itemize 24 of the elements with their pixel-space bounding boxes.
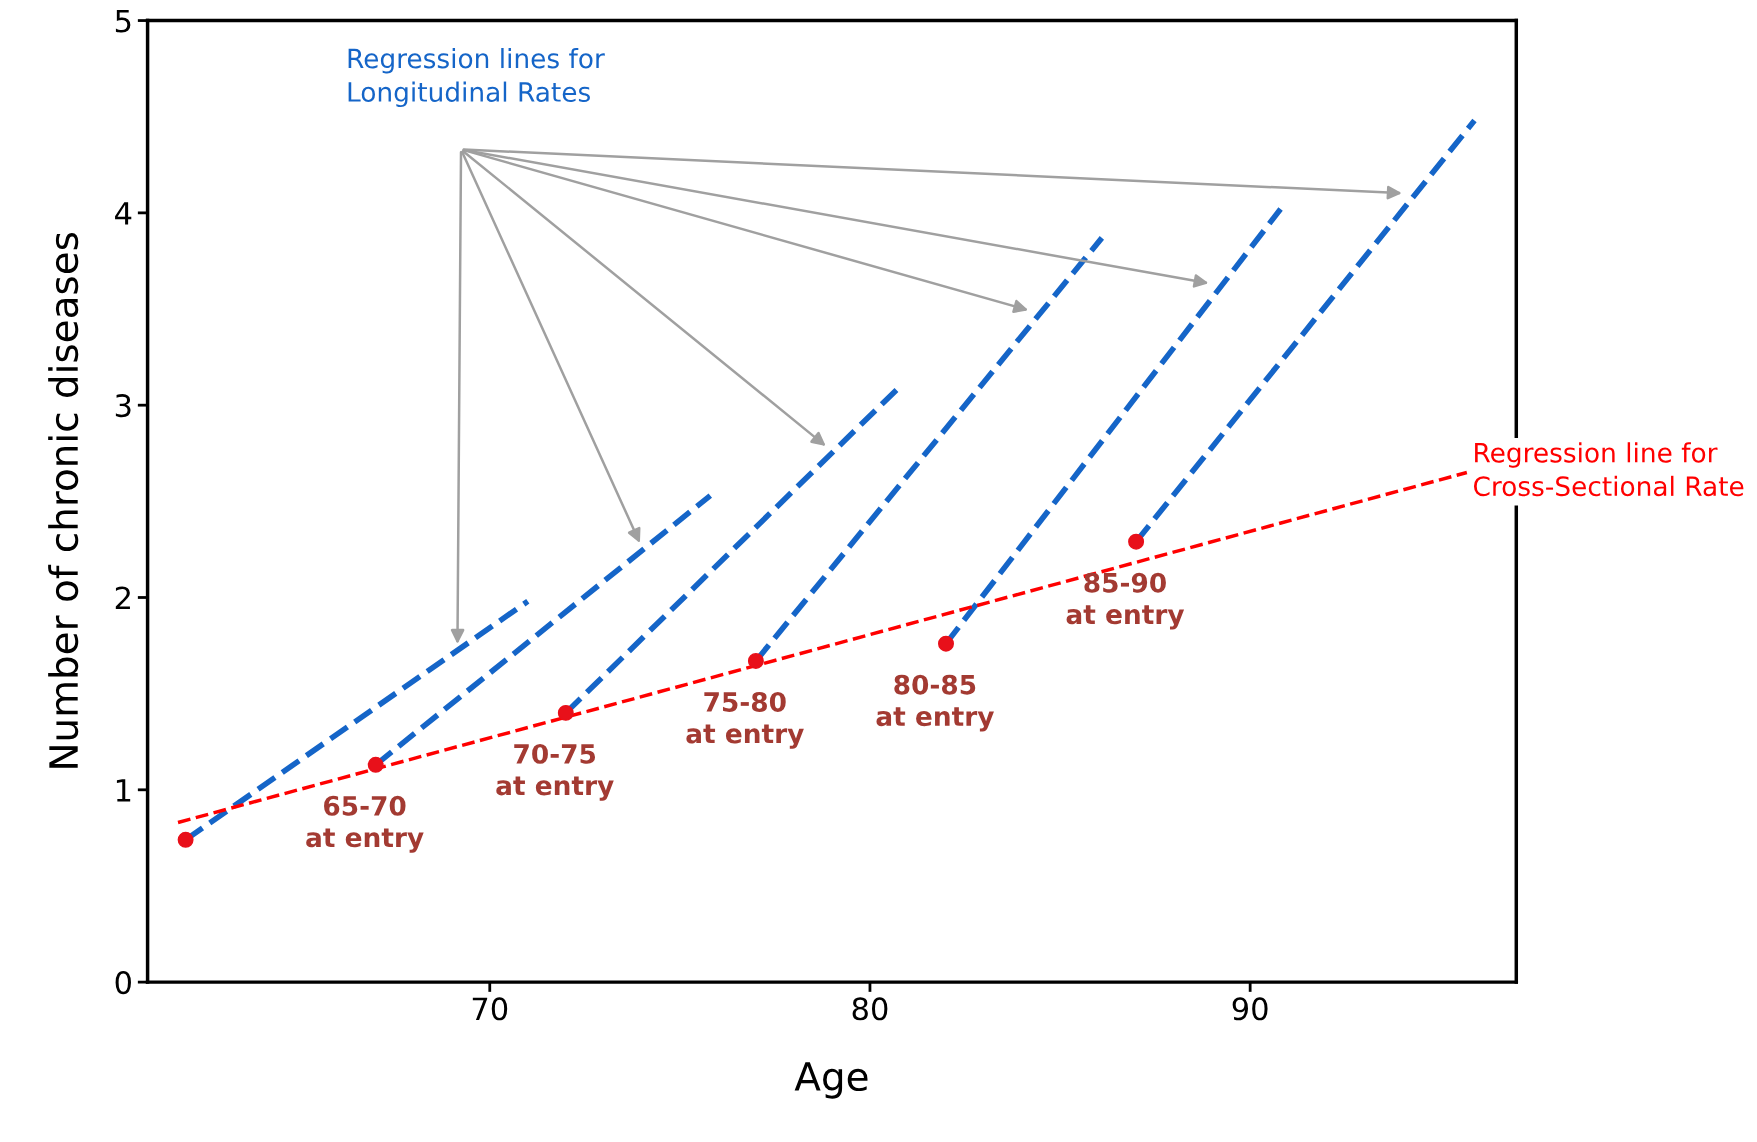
point bbox=[938, 635, 954, 652]
point bbox=[1128, 533, 1145, 550]
y-tick-label: 3 bbox=[115, 394, 131, 418]
annotation: 85-90 at entry bbox=[1066, 572, 1185, 630]
point bbox=[557, 704, 574, 721]
annotation: Regression line for Cross-Sectional Rate bbox=[1473, 442, 1744, 497]
annotation: 80-85 at entry bbox=[876, 674, 994, 732]
x-tick-label: 90 bbox=[1232, 997, 1268, 1021]
annotation: Regression lines for Longitudinal Rates bbox=[348, 48, 605, 108]
annotation: 70-75 at entry bbox=[496, 743, 614, 801]
x-tick-label: 80 bbox=[852, 997, 888, 1021]
annotation: 75-80 at entry bbox=[686, 691, 804, 749]
y-tick-label: 4 bbox=[115, 202, 132, 225]
y-tick-label: 0 bbox=[115, 971, 131, 995]
x-tick-label: 70 bbox=[472, 997, 508, 1021]
y-tick-label: 1 bbox=[116, 779, 131, 802]
y-tick-label: 2 bbox=[115, 586, 130, 610]
point bbox=[177, 831, 194, 848]
annotation: 65-70 at entry bbox=[306, 795, 424, 853]
y-axis-title: Number of chronic diseases bbox=[48, 232, 79, 768]
y-tick-label: 5 bbox=[115, 9, 131, 33]
point bbox=[367, 756, 384, 773]
x-axis-title: Age bbox=[794, 1062, 868, 1099]
point bbox=[747, 652, 764, 669]
